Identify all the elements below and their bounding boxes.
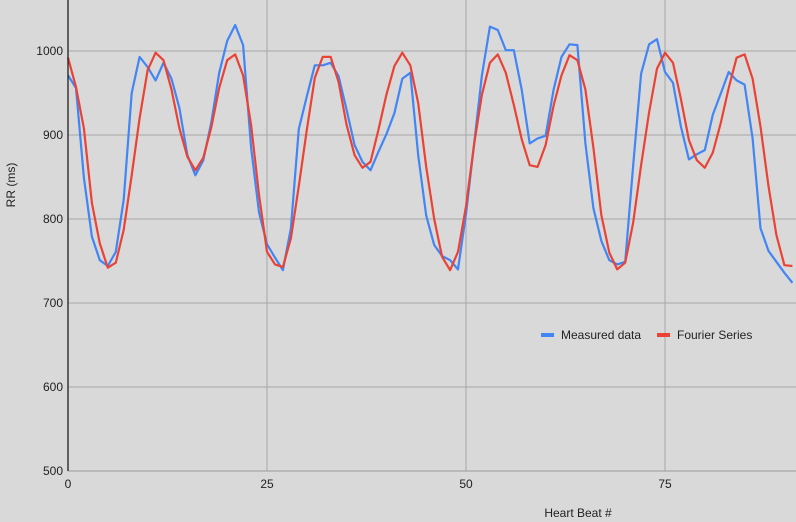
series-lines: [66, 23, 794, 284]
grid-lines: [68, 0, 796, 471]
y-tick-label: 600: [43, 380, 63, 394]
y-tick-label: 500: [43, 464, 63, 478]
y-tick-label: 700: [43, 296, 63, 310]
legend-swatch-icon: [541, 333, 554, 337]
legend-label: Fourier Series: [677, 328, 752, 342]
x-tick-label: 50: [459, 477, 473, 491]
y-tick-label: 800: [43, 212, 63, 226]
x-axis-title: Heart Beat #: [544, 506, 612, 520]
series-line-measured-data[interactable]: [67, 23, 794, 284]
legend-label: Measured data: [561, 328, 641, 342]
x-tick-label: 75: [658, 477, 672, 491]
legend-item-measured[interactable]: Measured data: [541, 328, 641, 342]
axes: 500 600 700 800 900 1000 0 25 50 75: [36, 0, 796, 491]
legend-item-fourier[interactable]: Fourier Series: [657, 328, 752, 342]
series-line-fourier-series[interactable]: [66, 51, 793, 272]
y-tick-label: 900: [43, 128, 63, 142]
x-tick-label: 0: [65, 477, 72, 491]
y-axis-title: RR (ms): [4, 163, 18, 208]
legend: Measured data Fourier Series: [541, 328, 752, 342]
x-tick-label: 25: [260, 477, 274, 491]
y-tick-label: 1000: [36, 44, 63, 58]
legend-swatch-icon: [657, 333, 670, 337]
